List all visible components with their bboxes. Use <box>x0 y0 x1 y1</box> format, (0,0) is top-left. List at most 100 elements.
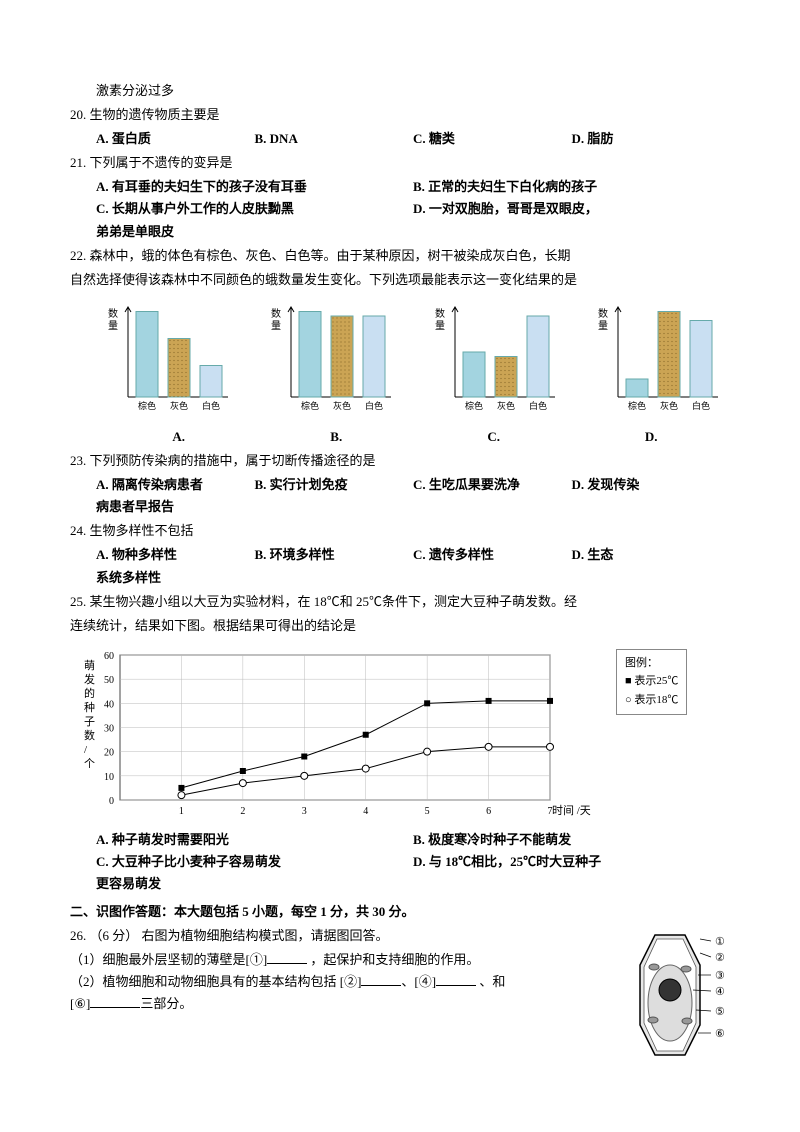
q23-A: A. 隔离传染病患者 <box>96 474 255 496</box>
svg-text:1: 1 <box>179 806 184 817</box>
legend-25: ■ 表示25℃ <box>625 672 678 691</box>
q20-D-text: D. 脂肪 <box>572 131 614 146</box>
svg-text:40: 40 <box>104 699 114 710</box>
q22-chart-C: 数量棕色灰色白色 <box>427 297 567 424</box>
q22-stem1: 森林中，蛾的体色有棕色、灰色、白色等。由于某种原因，树干被染成灰白色，长期 <box>90 248 571 263</box>
q25-D: D. 与 18℃相比，25℃时大豆种子 <box>413 851 730 873</box>
svg-text:棕色: 棕色 <box>465 400 483 411</box>
q24-D-cont: 系统多样性 <box>70 567 730 589</box>
q26-p3b: 三部分。 <box>140 996 192 1011</box>
q26-num: 26. <box>70 928 86 943</box>
section2-title: 二、识图作答题：本大题包括 5 小题，每空 1 分，共 30 分。 <box>70 901 730 923</box>
q22-chart-B: 数量棕色 灰色 白色 <box>263 297 403 424</box>
q24-D: D. 生态 <box>572 544 731 566</box>
legend-18: ○ 表示18℃ <box>625 691 678 710</box>
svg-text:灰色: 灰色 <box>170 400 188 411</box>
q26-p1a: （1）细胞最外层坚韧的薄壁是[①] <box>70 952 267 967</box>
svg-text:⑤: ⑤ <box>715 1006 725 1018</box>
q20-C: C. 糖类 <box>413 128 572 150</box>
q25-B: B. 极度寒冷时种子不能萌发 <box>413 829 730 851</box>
q21-A: A. 有耳垂的夫妇生下的孩子没有耳垂 <box>96 176 413 198</box>
q22-label-D: D. <box>573 426 731 448</box>
q23-D-cont: 病患者早报告 <box>70 496 730 518</box>
q23: 23. 下列预防传染病的措施中，属于切断传播途径的是 <box>70 450 730 472</box>
q23-B: B. 实行计划免疫 <box>255 474 414 496</box>
q21-row2: C. 长期从事户外工作的人皮肤黝黑 D. 一对双胞胎，哥哥是双眼皮， <box>70 198 730 220</box>
fragment-prev: 激素分泌过多 <box>70 80 730 102</box>
q22-chart-A: 数量棕色灰色白色 <box>100 297 240 424</box>
q26-block: ①②③④⑤⑥ 26. （6 分） 右图为植物细胞结构模式图，请据图回答。 （1）… <box>70 925 730 1015</box>
svg-text:子: 子 <box>84 715 95 728</box>
q22-labels: A. B. C. D. <box>70 426 730 448</box>
q22-label-C: C. <box>415 426 573 448</box>
q25-chart-wrap: 01020304050601234567萌发的种子数/个时间 /天 图例： ■ … <box>70 643 730 823</box>
blank-2[interactable] <box>361 971 401 986</box>
svg-text:60: 60 <box>104 651 114 662</box>
q24: 24. 生物多样性不包括 <box>70 520 730 542</box>
svg-text:白色: 白色 <box>692 400 710 411</box>
blank-4[interactable] <box>90 993 140 1008</box>
legend-title: 图例： <box>625 654 678 673</box>
svg-text:白色: 白色 <box>529 400 547 411</box>
q24-stem: 生物多样性不包括 <box>90 523 194 538</box>
q21-B: B. 正常的夫妇生下白化病的孩子 <box>413 176 730 198</box>
svg-text:白色: 白色 <box>365 400 383 411</box>
q21: 21. 下列属于不遗传的变异是 <box>70 152 730 174</box>
svg-text:20: 20 <box>104 747 114 758</box>
svg-text:棕色: 棕色 <box>301 400 319 411</box>
svg-text:数: 数 <box>271 307 281 320</box>
svg-text:量: 量 <box>108 320 118 332</box>
q25-C: C. 大豆种子比小麦种子容易萌发 <box>96 851 413 873</box>
q26-p2c: 、和 <box>476 974 505 989</box>
q20-C-text: C. 糖类 <box>413 131 455 146</box>
legend-18-text: 表示18℃ <box>634 694 678 706</box>
cell-diagram: ① ② ③ ④ ⑤ ⑥ <box>620 925 730 1065</box>
svg-text:数: 数 <box>435 307 445 320</box>
svg-text:①: ① <box>715 936 725 948</box>
q25-row2: C. 大豆种子比小麦种子容易萌发 D. 与 18℃相比，25℃时大豆种子 <box>70 851 730 873</box>
q24-num: 24. <box>70 523 86 538</box>
svg-text:个: 个 <box>84 757 95 770</box>
q20-A: A. 蛋白质 <box>96 128 255 150</box>
q23-D: D. 发现传染 <box>572 474 731 496</box>
q25-stem2: 连续统计，结果如下图。根据结果可得出的结论是 <box>70 615 730 637</box>
svg-text:50: 50 <box>104 675 114 686</box>
svg-text:30: 30 <box>104 723 114 734</box>
q23-stem: 下列预防传染病的措施中，属于切断传播途径的是 <box>90 453 376 468</box>
q22-stem2: 自然选择使得该森林中不同颜色的蛾数量发生变化。下列选项最能表示这一变化结果的是 <box>70 269 730 291</box>
q20-options: A. 蛋白质 B. DNA C. 糖类 D. 脂肪 <box>70 128 730 150</box>
svg-text:6: 6 <box>486 806 491 817</box>
svg-text:②: ② <box>715 952 725 964</box>
svg-text:0: 0 <box>109 796 114 807</box>
svg-text:5: 5 <box>425 806 430 817</box>
svg-text:量: 量 <box>435 320 445 332</box>
q25: 25. 某生物兴趣小组以大豆为实验材料，在 18℃和 25℃条件下，测定大豆种子… <box>70 591 730 613</box>
svg-text:时间 /天: 时间 /天 <box>552 804 591 817</box>
q22-charts: 数量棕色灰色白色 数量棕色灰色白色 数量棕色灰色白色 数量棕色灰色白色 <box>70 297 730 424</box>
q20-B: B. DNA <box>255 128 414 150</box>
q26-p3a: [⑥] <box>70 996 90 1011</box>
q23-num: 23. <box>70 453 86 468</box>
svg-text:数: 数 <box>84 729 95 742</box>
q20-num: 20. <box>70 107 86 122</box>
q23-C: C. 生吃瓜果要洗净 <box>413 474 572 496</box>
q24-B: B. 环境多样性 <box>255 544 414 566</box>
q22-num: 22. <box>70 248 86 263</box>
svg-text:④: ④ <box>715 986 725 998</box>
svg-text:量: 量 <box>598 320 608 332</box>
blank-3[interactable] <box>436 971 476 986</box>
svg-text:⑥: ⑥ <box>715 1028 725 1040</box>
q21-stem: 下列属于不遗传的变异是 <box>90 155 233 170</box>
q24-C: C. 遗传多样性 <box>413 544 572 566</box>
svg-text:10: 10 <box>104 772 114 783</box>
q22-chart-D: 数量棕色灰色白色 <box>590 297 730 424</box>
svg-text:棕色: 棕色 <box>138 400 156 411</box>
q23-options: A. 隔离传染病患者 B. 实行计划免疫 C. 生吃瓜果要洗净 D. 发现传染 <box>70 474 730 496</box>
svg-text:灰色: 灰色 <box>333 400 351 411</box>
q21-D-cont: 弟弟是单眼皮 <box>70 221 730 243</box>
blank-1[interactable] <box>267 949 307 964</box>
svg-text:灰色: 灰色 <box>660 400 678 411</box>
q20: 20. 生物的遗传物质主要是 <box>70 104 730 126</box>
svg-text:③: ③ <box>715 970 725 982</box>
svg-text:量: 量 <box>271 320 281 332</box>
